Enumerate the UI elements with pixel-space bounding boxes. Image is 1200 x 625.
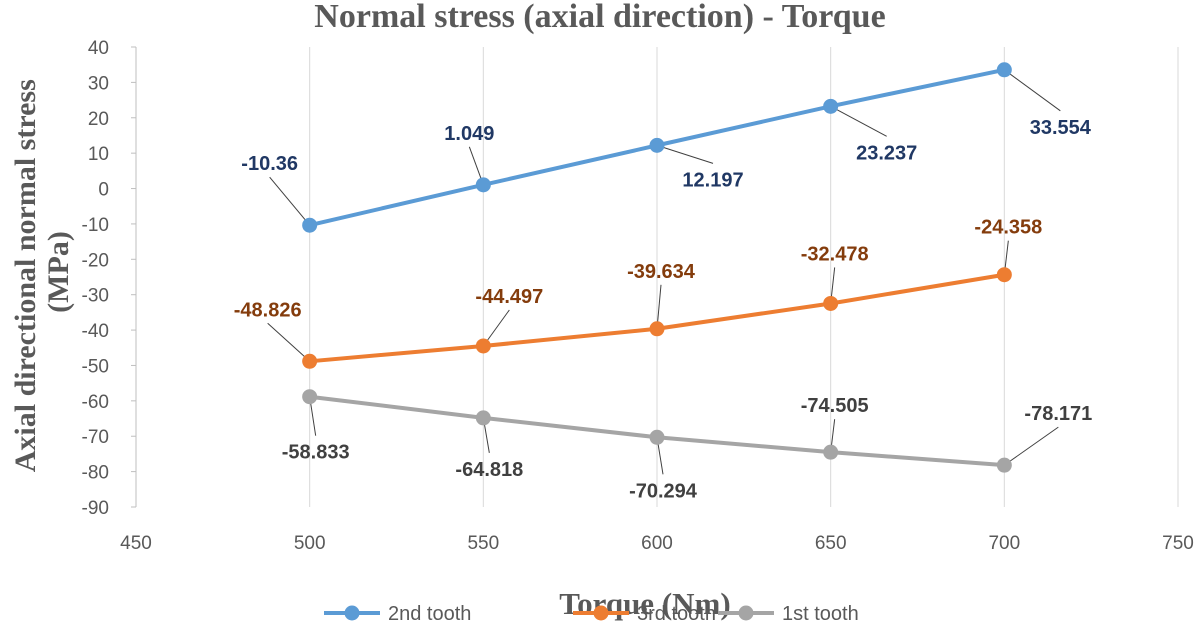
data-label: -32.478	[801, 243, 869, 265]
data-point	[475, 410, 491, 426]
leader-line	[269, 176, 311, 226]
x-axis: 450 500 550 600 650 700 750	[120, 533, 1194, 554]
data-point	[649, 321, 665, 337]
legend-label: 2nd tooth	[388, 603, 471, 625]
x-axis-title: Torque (Nm)	[559, 586, 730, 621]
legend-label: 1st tooth	[782, 603, 859, 625]
legend: 2nd tooth 3rd tooth 1st tooth	[324, 603, 859, 625]
x-tick-label: 600	[641, 533, 673, 554]
data-labels: -10.36 1.049 12.197 23.237 33.554 -48.826 -44.…	[234, 117, 1093, 502]
data-label: 1.049	[444, 123, 494, 145]
y-axis-title: Axial directional normal stress (MPa)	[9, 72, 75, 473]
data-label: -74.505	[801, 395, 869, 417]
y-tick-label: -50	[82, 356, 109, 377]
y-tick-label: -70	[82, 427, 109, 448]
y-tick-label: -90	[82, 498, 109, 519]
y-tick-label: -60	[82, 392, 109, 413]
y-tick-label: -10	[82, 215, 109, 236]
leader-line	[830, 105, 887, 137]
y-tick-label: 20	[88, 109, 109, 130]
x-tick-label: 550	[467, 533, 499, 554]
data-label: -58.833	[282, 442, 350, 464]
leader-line	[267, 322, 311, 362]
data-label: -78.171	[1024, 403, 1092, 425]
x-tick-label: 700	[988, 533, 1020, 554]
x-tick-label: 750	[1162, 533, 1194, 554]
y-axis-title-line-1: Axial directional normal stress	[9, 79, 42, 472]
y-tick-label: -30	[82, 286, 109, 307]
data-point	[823, 98, 839, 114]
y-tick-label: 30	[88, 73, 109, 94]
x-tick-label: 450	[120, 533, 152, 554]
y-tick-label: 40	[88, 38, 109, 59]
data-label: -10.36	[241, 153, 298, 175]
chart-title: Normal stress (axial direction) - Torque	[314, 0, 885, 35]
y-tick-label: 0	[98, 180, 109, 201]
data-label: -64.818	[455, 459, 523, 481]
data-point	[996, 267, 1012, 283]
y-tick-label: -80	[82, 463, 109, 484]
y-tick-label: -20	[82, 250, 109, 271]
y-axis: 40 30 20 10 0 -10 -20 -30 -40 -50 -60 -70 -80 -90	[82, 38, 137, 519]
data-point	[996, 62, 1012, 78]
data-point	[823, 295, 839, 311]
data-label: 12.197	[682, 169, 743, 191]
leader-line	[1004, 426, 1059, 466]
data-point	[823, 444, 839, 460]
data-label: 23.237	[856, 142, 917, 164]
data-label: -24.358	[974, 217, 1042, 239]
series-markers	[302, 62, 1012, 473]
leader-line	[656, 144, 714, 164]
data-label: -44.497	[475, 286, 543, 308]
leader-line	[1004, 69, 1061, 112]
data-point	[649, 137, 665, 153]
y-tick-label: 10	[88, 144, 109, 165]
data-point	[475, 177, 491, 193]
legend-label: 3rd tooth	[637, 603, 716, 625]
data-point	[475, 338, 491, 354]
data-label: 33.554	[1030, 117, 1092, 139]
x-tick-label: 650	[815, 533, 847, 554]
data-point	[302, 353, 318, 369]
x-tick-label: 500	[294, 533, 326, 554]
y-tick-label: -40	[82, 321, 109, 342]
data-label: -39.634	[627, 261, 696, 283]
data-label: -48.826	[234, 299, 302, 321]
y-axis-title-line-2: (MPa)	[42, 231, 75, 313]
data-point	[302, 217, 318, 233]
data-label: -70.294	[629, 480, 698, 502]
legend-swatch-marker	[738, 605, 754, 621]
data-point	[649, 429, 665, 445]
legend-swatch-marker	[344, 605, 360, 621]
data-point	[996, 457, 1012, 473]
data-point	[302, 389, 318, 405]
legend-swatch-marker	[593, 605, 609, 621]
